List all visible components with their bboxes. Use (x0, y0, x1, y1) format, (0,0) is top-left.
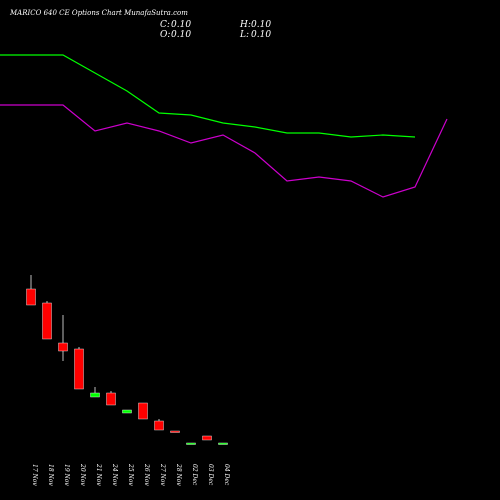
moving-average-layer (0, 54, 448, 198)
x-axis-labels: 17 Nov 18 Nov 19 Nov 20 Nov 21 Nov 24 Nov 25 N… (31, 463, 230, 486)
candle-body (218, 442, 228, 445)
candle-body (106, 392, 116, 406)
x-tick-label: 02 Dec (191, 464, 198, 486)
high-label: H: (239, 20, 251, 30)
candle-body (42, 302, 52, 340)
x-tick-label: 27 Nov (159, 463, 166, 486)
candle-body (58, 342, 68, 352)
candle-body (186, 442, 196, 445)
x-tick-label: 04 Dec (223, 464, 230, 486)
x-tick-label: 25 Nov (127, 463, 134, 486)
candle-body (26, 288, 36, 306)
chart-title: MARICO 640 CE Options Chart MunafaSutra.… (9, 9, 188, 17)
candle-body (74, 348, 84, 390)
x-tick-label: 17 Nov (31, 464, 38, 486)
x-tick-label: 21 Nov (95, 463, 102, 486)
x-tick-label: 19 Nov (63, 464, 70, 486)
x-tick-label: 20 Nov (79, 463, 86, 486)
candlestick-layer (26, 275, 228, 445)
candle-body (90, 392, 100, 398)
ohlc-readout: C: 0.10 H: 0.10 O: 0.10 L: 0.10 (160, 20, 271, 40)
close-label: C: (160, 20, 170, 30)
candle-body (202, 435, 212, 441)
high-value: 0.10 (251, 20, 271, 30)
candle-body (122, 409, 132, 414)
moving-average-line-1 (0, 54, 416, 138)
x-tick-label: 18 Nov (47, 464, 54, 486)
close-value: 0.10 (171, 20, 191, 30)
moving-average-line-2 (0, 104, 448, 198)
candle-body (138, 402, 148, 420)
x-tick-label: 24 Nov (111, 463, 118, 486)
open-value: 0.10 (171, 30, 191, 40)
candle-body (170, 430, 180, 433)
candle-body (154, 420, 164, 431)
low-label: L: (239, 30, 249, 40)
x-tick-label: 03 Dec (207, 464, 214, 486)
x-tick-label: 26 Nov (143, 463, 150, 486)
low-value: 0.10 (251, 30, 271, 40)
x-tick-label: 28 Nov (175, 463, 182, 486)
open-label: O: (160, 30, 170, 40)
